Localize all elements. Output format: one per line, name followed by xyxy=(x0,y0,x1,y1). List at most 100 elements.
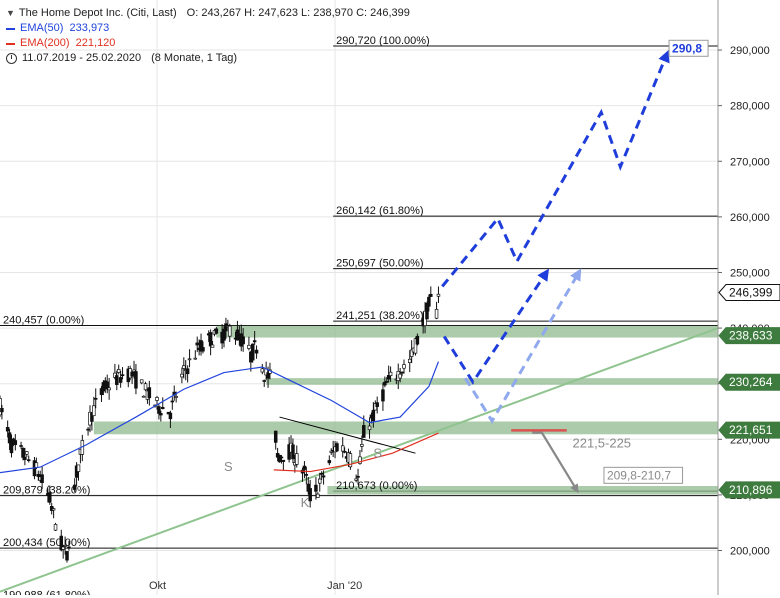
price-box xyxy=(718,373,780,391)
annotation-label: 290,8 xyxy=(672,41,702,55)
candle-body xyxy=(160,406,165,410)
candle-body xyxy=(159,413,163,416)
candle-body xyxy=(436,293,441,297)
candle-body xyxy=(59,535,64,551)
candle-body xyxy=(157,406,161,414)
candle-body xyxy=(168,412,173,420)
price-box-label: 210,896 xyxy=(729,483,773,497)
candle-body xyxy=(356,475,360,478)
candle-body xyxy=(93,397,98,400)
ema200-swatch xyxy=(6,42,15,45)
candle-body xyxy=(266,372,270,379)
annotation-label: K xyxy=(301,495,310,510)
chart-legend: ▼ The Home Depot Inc. (Citi, Last) O: 24… xyxy=(6,6,410,66)
collapse-arrow-icon[interactable]: ▼ xyxy=(6,8,15,18)
candle-body xyxy=(53,524,58,531)
candle-body xyxy=(201,347,205,352)
candle-body xyxy=(26,459,31,462)
candle-body xyxy=(314,484,318,492)
candle-body xyxy=(76,464,81,472)
candle-body xyxy=(429,293,433,297)
candle-body xyxy=(63,545,67,547)
support-zone xyxy=(216,325,718,338)
candle-body xyxy=(250,343,255,361)
legend-ema200-row: EMA(200) 221,120 xyxy=(6,36,410,51)
candle-body xyxy=(321,475,326,478)
candle-body xyxy=(360,444,364,447)
candle-body xyxy=(362,425,366,438)
candle-body xyxy=(147,387,152,399)
candle-body xyxy=(174,396,178,398)
candle-body xyxy=(9,440,14,454)
candle-body xyxy=(316,493,320,498)
candle-body xyxy=(295,453,299,465)
legend-ema200-value: 221,120 xyxy=(75,37,116,49)
candle-body xyxy=(105,381,109,390)
candle-body xyxy=(367,425,372,431)
candle-body xyxy=(329,450,333,453)
candle-body xyxy=(342,450,347,453)
level-label: 200,434 (50.00%) xyxy=(3,537,90,549)
candle-body xyxy=(13,440,18,446)
candle-body xyxy=(383,381,387,386)
candle-body xyxy=(224,323,228,332)
candle-body xyxy=(273,430,278,443)
legend-instrument: The Home Depot Inc. (Citi, Last) xyxy=(18,7,177,19)
price-box-label: 221,651 xyxy=(729,423,773,437)
level-label: 250,697 (50.00%) xyxy=(336,258,423,270)
candle-body xyxy=(36,473,41,477)
candle-body xyxy=(281,459,286,462)
candle-body xyxy=(241,336,245,345)
candle-body xyxy=(358,456,362,464)
candle-body xyxy=(252,340,257,343)
price-box xyxy=(718,421,780,439)
candle-body xyxy=(427,296,431,307)
price-box-label: 238,633 xyxy=(729,329,773,343)
candle-body xyxy=(409,349,414,357)
candle-body xyxy=(277,454,282,463)
candle-body xyxy=(185,368,190,375)
legend-period-detail: (8 Monate, 1 Tag) xyxy=(151,52,238,64)
annotation-label: 221,5-225 xyxy=(572,436,631,451)
candle-body xyxy=(118,377,123,383)
candle-body xyxy=(0,398,2,416)
legend-period-row: 11.07.2019 - 25.02.2020 (8 Monate, 1 Tag… xyxy=(6,51,410,66)
candle-body xyxy=(195,342,199,346)
candle-body xyxy=(11,438,16,442)
candle-body xyxy=(187,358,192,361)
ema50-line xyxy=(0,361,440,474)
level-label: 290,720 (100.00%) xyxy=(336,35,430,47)
support-zone xyxy=(93,421,718,435)
candle-body xyxy=(306,483,311,492)
candle-body xyxy=(19,445,23,447)
candle-body xyxy=(413,338,418,354)
candle-body xyxy=(115,375,119,385)
price-box xyxy=(718,327,780,345)
candle-body xyxy=(354,478,358,481)
projection-arrow xyxy=(442,268,550,385)
candle-body xyxy=(155,397,159,401)
candle-body xyxy=(72,484,77,490)
annotation-label: S xyxy=(224,459,233,474)
level-label: 260,142 (61.80%) xyxy=(336,205,423,217)
candle-body xyxy=(107,387,111,391)
candle-body xyxy=(99,388,104,396)
candle-body xyxy=(304,474,309,476)
candle-body xyxy=(340,445,345,452)
candle-body xyxy=(222,328,226,341)
annotation-box xyxy=(668,39,709,57)
candle-body xyxy=(0,407,4,413)
price-box xyxy=(718,481,780,499)
candle-body xyxy=(199,340,203,352)
annotation-box xyxy=(603,466,684,484)
candle-body xyxy=(90,412,94,422)
candle-body xyxy=(335,443,339,452)
candle-body xyxy=(425,302,429,320)
candle-body xyxy=(25,451,29,455)
candle-body xyxy=(40,474,44,484)
candle-body xyxy=(48,492,52,503)
level-label: 190,988 (61.80%) xyxy=(3,590,90,595)
annotation-label: S xyxy=(373,446,382,461)
